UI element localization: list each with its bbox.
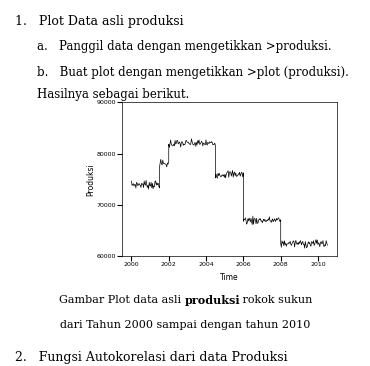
Text: a.   Panggil data dengan mengetikkan >produksi.: a. Panggil data dengan mengetikkan >prod…: [37, 40, 332, 53]
Text: b.   Buat plot dengan mengetikkan >plot (produksi).: b. Buat plot dengan mengetikkan >plot (p…: [37, 66, 349, 79]
Text: dari Tahun 2000 sampai dengan tahun 2010: dari Tahun 2000 sampai dengan tahun 2010: [60, 320, 310, 330]
Text: produksi: produksi: [185, 295, 240, 306]
Text: rokok sukun: rokok sukun: [239, 295, 312, 305]
Text: Hasilnya sebagai berikut.: Hasilnya sebagai berikut.: [37, 88, 189, 101]
Text: Gambar Plot data asli: Gambar Plot data asli: [59, 295, 185, 305]
Text: 1.   Plot Data asli produksi: 1. Plot Data asli produksi: [15, 15, 184, 28]
X-axis label: Time: Time: [220, 273, 239, 282]
Y-axis label: Produksi: Produksi: [86, 163, 95, 196]
Text: 2.   Fungsi Autokorelasi dari data Produksi: 2. Fungsi Autokorelasi dari data Produks…: [15, 351, 287, 365]
